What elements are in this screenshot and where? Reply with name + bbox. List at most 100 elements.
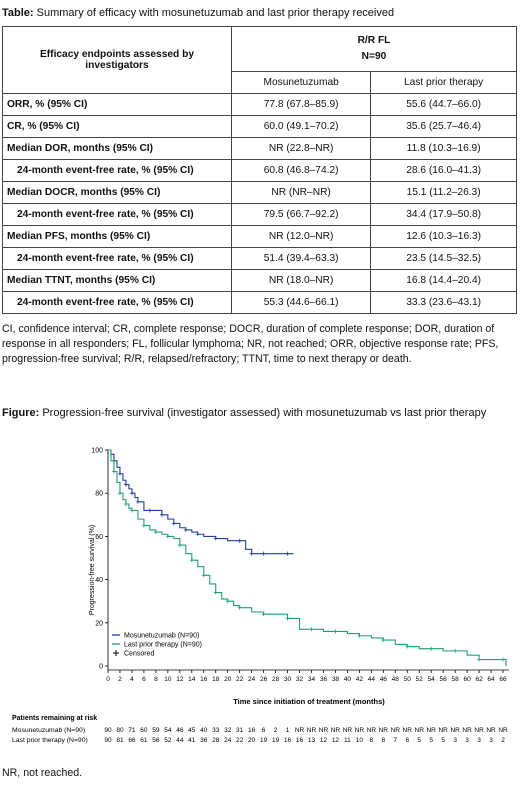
risk-value: NR: [379, 727, 389, 734]
risk-value: 33: [212, 727, 220, 734]
risk-value: 28: [212, 737, 220, 744]
cell-prior: 33.3 (23.6–43.1): [370, 291, 517, 314]
x-tick-label: 54: [428, 676, 436, 683]
risk-value: 90: [104, 727, 112, 734]
censor-mark: [141, 523, 146, 528]
risk-value: 45: [188, 727, 196, 734]
censor-mark: [123, 502, 128, 506]
risk-value: NR: [307, 727, 317, 734]
x-axis-label: Time since initiation of treatment (mont…: [233, 697, 385, 706]
risk-value: 5: [441, 737, 445, 744]
risk-value: 36: [200, 737, 208, 744]
risk-value: 10: [356, 737, 364, 744]
cell-mosun: 55.3 (44.6–66.1): [230, 291, 372, 314]
risk-row-label: Mosunetuzumab (N=90): [12, 727, 85, 734]
risk-value: 41: [188, 737, 196, 744]
risk-value: NR: [331, 727, 341, 734]
x-tick-label: 66: [499, 676, 507, 683]
risk-value: 8: [382, 737, 386, 744]
table-row: CR, % (95% CI) 60.0 (49.1–70.2) 35.6 (25.7…: [2, 115, 517, 138]
risk-value: 3: [453, 737, 457, 744]
cell-mosun: 51.4 (39.4–63.3): [230, 247, 372, 270]
cell-prior: 28.6 (16.0–41.3): [370, 159, 517, 182]
row-label: 24-month event-free rate, % (95% CI): [2, 291, 232, 314]
header-group: R/R FL N=90: [231, 26, 517, 72]
y-axis-label: Progression-free survival (%): [89, 525, 96, 615]
x-tick-label: 26: [260, 676, 268, 683]
x-tick-label: 2: [118, 676, 122, 683]
table-caption: Table: Summary of efficacy with mosunetu…: [2, 6, 394, 20]
censor-mark: [135, 499, 140, 504]
x-tick-label: 18: [212, 676, 220, 683]
censor-mark: [381, 638, 386, 643]
risk-value: NR: [391, 727, 401, 734]
censor-mark: [249, 551, 254, 556]
row-label: Median DOCR, months (95% CI): [2, 181, 232, 204]
censor-mark: [165, 534, 170, 539]
censor-mark: [195, 532, 200, 537]
figure-caption-label: Figure:: [2, 407, 40, 419]
cell-mosun: 60.8 (46.8–74.2): [230, 159, 372, 182]
risk-value: NR: [426, 727, 436, 734]
x-tick-label: 28: [272, 676, 280, 683]
x-tick-label: 4: [130, 676, 134, 683]
cell-prior: 12.6 (10.3–16.3): [370, 225, 517, 248]
censored-icon: [113, 650, 119, 656]
risk-table-title: Patients remaining at risk: [12, 715, 97, 722]
risk-value: 59: [152, 727, 160, 734]
risk-value: 22: [236, 737, 244, 744]
y-tick-label: 20: [95, 620, 103, 627]
censor-mark: [117, 471, 122, 476]
risk-value: 16: [248, 727, 256, 734]
censor-mark: [285, 616, 290, 621]
row-label: 24-month event-free rate, % (95% CI): [2, 247, 232, 270]
censor-mark: [159, 512, 164, 517]
risk-value: 61: [140, 737, 148, 744]
censor-mark: [189, 558, 194, 563]
risk-value: 6: [262, 727, 266, 734]
risk-value: 60: [140, 727, 148, 734]
x-tick-label: 62: [475, 676, 483, 683]
censor-mark: [129, 491, 134, 496]
x-tick-label: 58: [452, 676, 460, 683]
row-label: Median DOR, months (95% CI): [2, 137, 232, 160]
chart-series: [108, 449, 507, 666]
censor-mark: [201, 573, 206, 578]
x-tick-label: 34: [308, 676, 316, 683]
x-tick-label: 60: [463, 676, 471, 683]
risk-value: 31: [236, 727, 244, 734]
risk-value: 80: [116, 727, 124, 734]
censor-mark: [171, 521, 176, 526]
risk-value: 19: [260, 737, 268, 744]
table-row: 24-month event-free rate, % (95% CI) 60.8…: [2, 159, 517, 182]
header-mosunetuzumab: Mosunetuzumab: [230, 71, 372, 94]
risk-value: NR: [367, 727, 377, 734]
censor-mark: [357, 633, 362, 638]
cell-mosun: 79.5 (66.7–92.2): [230, 203, 372, 226]
risk-value: 81: [116, 737, 124, 744]
figure-caption: Figure: Progression-free survival (inves…: [2, 406, 486, 420]
censor-mark: [237, 605, 242, 610]
risk-value: 19: [272, 737, 280, 744]
censor-mark: [453, 648, 458, 653]
risk-value: 13: [308, 737, 316, 744]
cell-mosun: 77.8 (67.8–85.9): [230, 93, 372, 116]
risk-value: 66: [128, 737, 136, 744]
table-row: 24-month event-free rate, % (95% CI) 55.3…: [2, 291, 517, 314]
risk-value: 6: [405, 737, 409, 744]
risk-value: NR: [462, 727, 472, 734]
censor-mark: [213, 536, 218, 541]
header-group-line1: R/R FL: [357, 35, 391, 46]
risk-value: NR: [415, 727, 425, 734]
risk-value: 8: [370, 737, 374, 744]
table-row: ORR, % (95% CI) 77.8 (67.8–85.9) 55.6 (44.…: [2, 93, 517, 116]
risk-value: 7: [393, 737, 397, 744]
x-tick-label: 52: [416, 676, 424, 683]
risk-value: 16: [296, 737, 304, 744]
row-label: Median PFS, months (95% CI): [2, 225, 232, 248]
risk-value: NR: [343, 727, 353, 734]
censor-mark: [261, 551, 266, 556]
cell-mosun: NR (12.0–NR): [230, 225, 372, 248]
row-label: 24-month event-free rate, % (95% CI): [2, 159, 232, 182]
